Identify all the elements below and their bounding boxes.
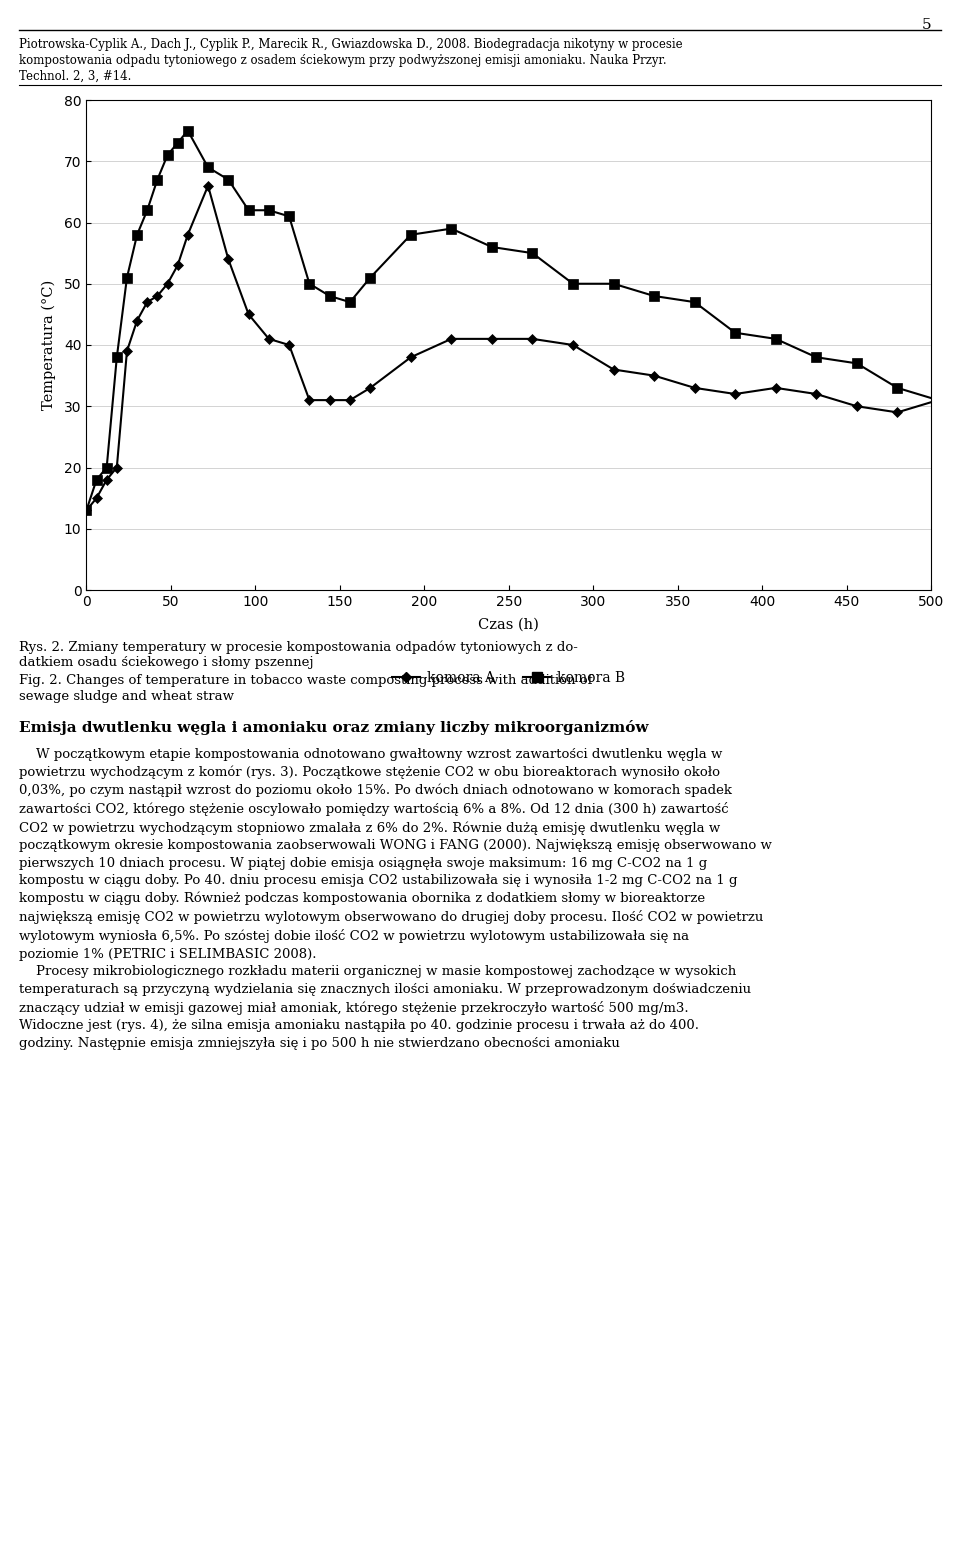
komora A [101, 471, 112, 490]
komora B [324, 287, 335, 305]
Text: Technol. 2, 3, #14.: Technol. 2, 3, #14. [19, 70, 132, 84]
Text: sewage sludge and wheat straw: sewage sludge and wheat straw [19, 690, 234, 704]
Line: komora A: komora A [83, 181, 942, 515]
Text: Piotrowska-Cyplik A., Dach J., Cyplik P., Marecik R., Gwiazdowska D., 2008. Biod: Piotrowska-Cyplik A., Dach J., Cyplik P.… [19, 39, 683, 51]
komora A [689, 378, 701, 397]
komora B [365, 268, 376, 287]
komora A [223, 250, 234, 268]
Text: Rys. 2. Zmiany temperatury w procesie kompostowania odpadów tytoniowych z do-: Rys. 2. Zmiany temperatury w procesie ko… [19, 640, 578, 654]
komora B [101, 459, 112, 477]
komora B [932, 391, 944, 409]
komora B [345, 293, 356, 312]
komora B [121, 268, 132, 287]
Text: datkiem osadu ściekowego i słomy pszennej: datkiem osadu ściekowego i słomy pszenne… [19, 656, 314, 670]
komora A [182, 225, 194, 243]
komora A [567, 336, 579, 355]
Y-axis label: Temperatura (°C): Temperatura (°C) [41, 281, 56, 411]
komora B [243, 202, 254, 220]
komora A [141, 293, 153, 312]
komora B [770, 330, 781, 349]
Legend: komora A, komora B: komora A, komora B [387, 666, 631, 691]
komora A [365, 378, 376, 397]
komora B [689, 293, 701, 312]
komora A [152, 287, 163, 305]
komora B [91, 471, 103, 490]
komora B [405, 225, 417, 243]
komora A [324, 391, 335, 409]
komora A [172, 256, 183, 274]
komora A [283, 336, 295, 355]
komora A [111, 459, 123, 477]
komora A [263, 330, 275, 349]
komora A [161, 274, 173, 293]
komora A [91, 488, 103, 507]
komora A [648, 366, 660, 384]
komora A [892, 403, 903, 422]
komora A [203, 177, 214, 195]
komora A [852, 397, 863, 415]
komora B [182, 121, 194, 140]
komora B [852, 353, 863, 372]
komora A [81, 501, 92, 519]
komora B [81, 501, 92, 519]
komora A [608, 360, 619, 378]
komora A [770, 378, 781, 397]
komora B [445, 219, 457, 237]
komora B [141, 202, 153, 220]
komora B [132, 225, 143, 243]
komora B [303, 274, 315, 293]
komora B [172, 133, 183, 152]
komora A [730, 384, 741, 403]
komora A [932, 391, 944, 409]
komora B [527, 243, 539, 262]
X-axis label: Czas (h): Czas (h) [478, 617, 540, 631]
komora A [810, 384, 822, 403]
komora A [243, 305, 254, 324]
Text: Emisja dwutlenku węgla i amoniaku oraz zmiany liczby mikroorganizmów: Emisja dwutlenku węgla i amoniaku oraz z… [19, 721, 649, 735]
komora A [405, 347, 417, 366]
komora B [161, 146, 173, 164]
komora A [445, 330, 457, 349]
Text: Fig. 2. Changes of temperature in tobacco waste composting process with addition: Fig. 2. Changes of temperature in tobacc… [19, 674, 592, 687]
komora B [486, 237, 497, 256]
Line: komora B: komora B [82, 126, 943, 515]
Text: 5: 5 [922, 19, 931, 33]
komora A [303, 391, 315, 409]
komora B [152, 170, 163, 189]
komora B [111, 347, 123, 366]
komora B [648, 287, 660, 305]
Text: kompostowania odpadu tytoniowego z osadem ściekowym przy podwyższonej emisji amo: kompostowania odpadu tytoniowego z osade… [19, 54, 667, 67]
komora B [567, 274, 579, 293]
komora B [223, 170, 234, 189]
komora B [263, 202, 275, 220]
komora B [203, 158, 214, 177]
komora A [486, 330, 497, 349]
komora A [345, 391, 356, 409]
komora B [730, 324, 741, 343]
komora B [810, 347, 822, 366]
komora A [527, 330, 539, 349]
komora A [132, 312, 143, 330]
komora B [892, 378, 903, 397]
komora B [283, 208, 295, 226]
Text: W początkowym etapie kompostowania odnotowano gwałtowny wzrost zawartości dwutle: W początkowym etapie kompostowania odnot… [19, 749, 772, 1049]
komora B [608, 274, 619, 293]
komora A [121, 343, 132, 361]
